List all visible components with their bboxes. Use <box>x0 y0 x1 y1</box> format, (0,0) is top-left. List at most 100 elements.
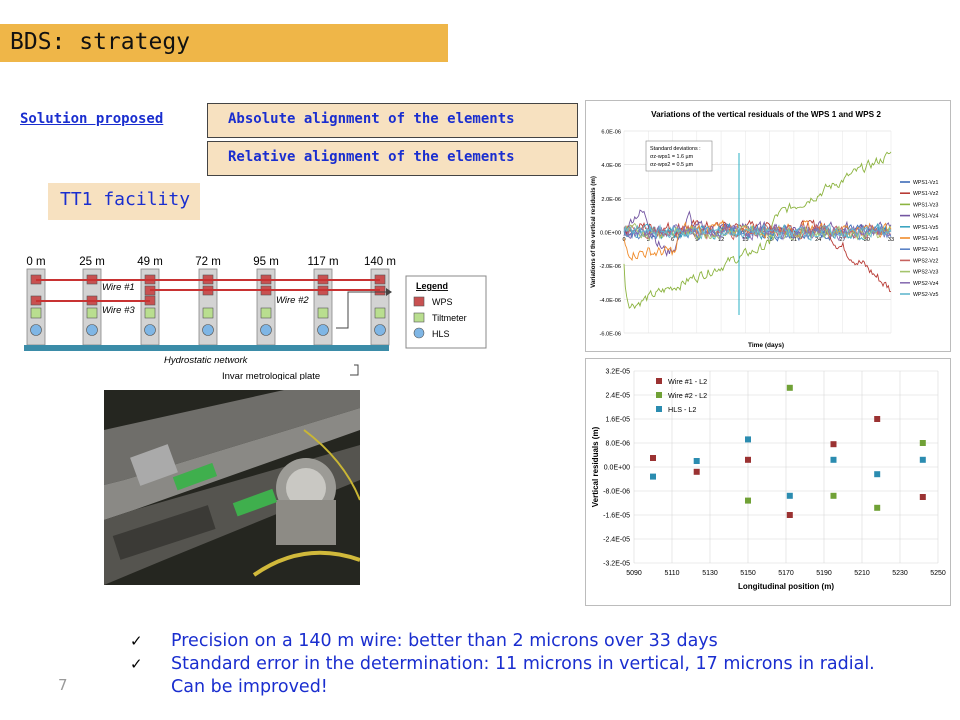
legend-entry: Wire #2 - L2 <box>668 391 707 400</box>
x-tick-label: 5150 <box>740 570 756 577</box>
data-point <box>919 456 926 463</box>
position-label: 49 m <box>137 256 163 268</box>
y-tick-label: -6.0E-06 <box>600 332 621 338</box>
plate-pointer <box>350 364 359 376</box>
x-tick-label: 30 <box>864 237 870 243</box>
y-tick-label: 4.0E-06 <box>601 163 621 169</box>
y-tick-label: -8.0E-06 <box>603 489 630 496</box>
data-point <box>745 436 751 443</box>
hls-sensor <box>202 324 214 336</box>
position-label: 117 m <box>307 256 338 268</box>
x-tick-label: 15 <box>742 237 748 243</box>
legend-entry: WPS1-Vz3 <box>913 202 938 208</box>
annotation-text: Standard deviations : <box>650 146 701 152</box>
slide-title: BDS: strategy <box>10 29 191 55</box>
bullet-text: Precision on a 140 m wire: better than 2… <box>171 631 718 651</box>
series-line <box>623 223 892 242</box>
data-point <box>650 473 656 480</box>
legend-entry: WPS1-Vz1 <box>913 180 938 186</box>
x-axis-label: Time (days) <box>748 342 784 349</box>
x-tick-label: 5230 <box>892 570 908 577</box>
facility-label: TT1 facility <box>60 189 191 210</box>
data-point <box>874 471 881 478</box>
x-tick-label: 3 <box>647 237 650 243</box>
wire-3-label: Wire #3 <box>102 305 135 316</box>
annotation-text: σz-wps2 = 0.5 µm <box>650 162 694 168</box>
y-tick-label: -1.6E-05 <box>603 513 630 520</box>
y-tick-label: 8.0E-06 <box>605 441 630 448</box>
legend-item: WPS <box>432 297 453 307</box>
y-tick-label: 1.6E-05 <box>605 417 630 424</box>
position-label: 140 m <box>364 256 396 268</box>
x-tick-label: 5210 <box>854 570 870 577</box>
hls-sensor <box>317 324 329 336</box>
y-axis-label: Vertical residuals (m) <box>591 426 600 507</box>
legend-item: HLS <box>432 329 450 339</box>
position-labels: 0 m 25 m 49 m 72 m 95 m 117 m 140 m <box>26 256 396 268</box>
equipment-photo <box>104 390 360 585</box>
data-point <box>786 384 793 391</box>
solution-label: Solution proposed <box>20 111 164 127</box>
facility-box: TT1 facility <box>48 183 200 220</box>
tiltmeter <box>202 307 214 319</box>
y-tick-label: 0.0E+00 <box>604 465 630 472</box>
position-label: 72 m <box>195 256 221 268</box>
option-relative-box: Relative alignment of the elements <box>207 141 578 176</box>
bullet-list: ✓ Precision on a 140 m wire: better than … <box>120 630 910 699</box>
tiltmeter-legend-swatch <box>413 312 425 323</box>
x-tick-label: 9 <box>695 237 698 243</box>
diagram-legend: Legend WPS Tiltmeter HLS <box>405 275 487 349</box>
y-tick-label: -2.0E-06 <box>600 264 621 270</box>
legend-entry: HLS - L2 <box>668 405 696 414</box>
network-label: Hydrostatic network <box>164 355 249 366</box>
bullet-text: Standard error in the determination: 11 … <box>171 654 875 697</box>
option-absolute-text[interactable]: Absolute alignment of the elements <box>228 111 515 127</box>
x-tick-label: 6 <box>671 237 674 243</box>
residuals-chart-frame: 3.2E-05 2.4E-05 1.6E-05 8.0E-06 0.0E+00 -8.0E… <box>585 358 951 606</box>
checkmark-icon: ✓ <box>130 632 143 650</box>
series-line <box>623 151 892 310</box>
option-absolute-box: Absolute alignment of the elements <box>207 103 578 138</box>
legend-swatch <box>656 378 662 384</box>
tiltmeter <box>260 307 272 319</box>
data-point <box>919 440 926 446</box>
legend-entry: WPS2-Vz2 <box>913 258 938 264</box>
y-tick-label: 0.0E+00 <box>600 231 621 237</box>
x-axis-label: Longitudinal position (m) <box>738 582 834 591</box>
legend-entry: WPS2-Vz5 <box>913 292 938 298</box>
data-point <box>745 497 751 504</box>
tiltmeter <box>317 307 329 319</box>
option-relative-text[interactable]: Relative alignment of the elements <box>228 149 515 165</box>
series-line <box>623 209 892 258</box>
plate-arrow <box>336 291 386 329</box>
legend-entry: WPS2-Vz1 <box>913 247 938 253</box>
x-tick-label: 5090 <box>626 570 642 577</box>
legend-entry: WPS1-Vz2 <box>913 191 938 197</box>
hls-sensor <box>374 324 386 336</box>
legend-entry: Wire #1 - L2 <box>668 377 707 386</box>
legend-entry: WPS2-Vz3 <box>913 270 938 276</box>
legend-entry: WPS1-Vz6 <box>913 236 938 242</box>
y-tick-label: 2.0E-06 <box>601 197 621 203</box>
tt1-layout-diagram: 0 m 25 m 49 m 72 m 95 m 117 m 140 m Wire… <box>24 256 487 380</box>
x-tick-label: 5130 <box>702 570 718 577</box>
data-point <box>786 492 793 499</box>
page-number: 7 <box>58 676 68 694</box>
title-bar: BDS: strategy <box>0 24 448 62</box>
hls-sensor <box>260 324 272 336</box>
hydrostatic-network-bar <box>24 345 389 351</box>
x-tick-label: 5170 <box>778 570 794 577</box>
x-tick-label: 24 <box>815 237 821 243</box>
tiltmeter <box>86 307 98 319</box>
series-line <box>623 222 892 241</box>
data-point <box>650 455 656 461</box>
y-tick-label: -3.2E-05 <box>603 561 630 568</box>
wps-chart-frame: Variations of the vertical residuals of … <box>585 100 951 352</box>
hls-legend-swatch <box>413 327 425 339</box>
tiltmeter <box>30 307 42 319</box>
legend-swatch <box>656 392 662 398</box>
wire-2-label: Wire #2 <box>276 295 309 306</box>
tiltmeter <box>374 307 386 319</box>
data-point <box>693 458 700 464</box>
legend-item: Tiltmeter <box>432 313 467 323</box>
